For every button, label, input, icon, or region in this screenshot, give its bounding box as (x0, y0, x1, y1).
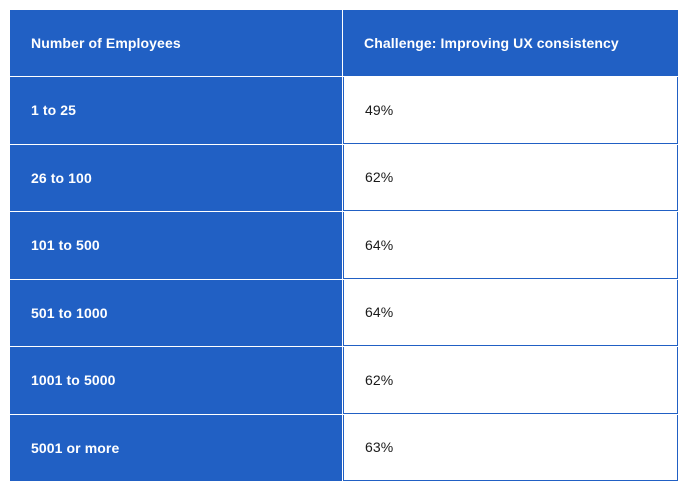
percentage-cell: 63% (343, 414, 678, 481)
table-row: 26 to 100 62% (10, 144, 678, 212)
percentage-cell: 64% (343, 279, 678, 346)
employees-cell: 26 to 100 (10, 144, 343, 211)
employees-cell: 5001 or more (10, 414, 343, 481)
table-row: 1001 to 5000 62% (10, 347, 678, 415)
employees-cell: 501 to 1000 (10, 279, 343, 346)
table-row: 101 to 500 64% (10, 212, 678, 280)
percentage-cell: 62% (343, 144, 678, 211)
percentage-cell: 49% (343, 77, 678, 144)
employees-cell: 101 to 500 (10, 212, 343, 279)
percentage-cell: 62% (343, 347, 678, 414)
table-row: 501 to 1000 64% (10, 279, 678, 347)
employees-cell: 1001 to 5000 (10, 347, 343, 414)
table-row: 1 to 25 49% (10, 77, 678, 145)
data-table: Number of Employees Challenge: Improving… (10, 10, 678, 481)
percentage-cell: 64% (343, 212, 678, 279)
table-row: 5001 or more 63% (10, 414, 678, 481)
employees-cell: 1 to 25 (10, 77, 343, 144)
header-cell-challenge: Challenge: Improving UX consistency (343, 10, 678, 76)
header-cell-employees: Number of Employees (10, 10, 343, 76)
table-header-row: Number of Employees Challenge: Improving… (10, 10, 678, 77)
